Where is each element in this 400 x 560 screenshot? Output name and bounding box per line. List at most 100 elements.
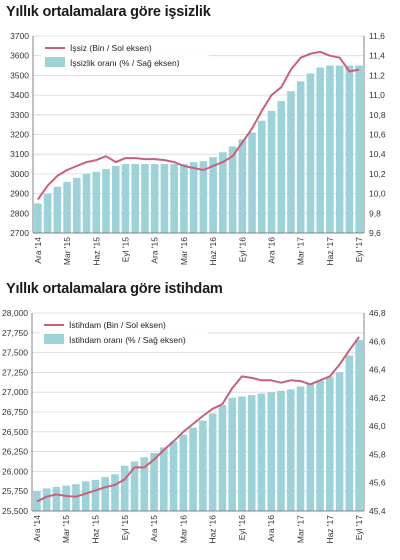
left-axis-tick-label: 3300: [10, 110, 29, 120]
right-axis-tick-label: 9,8: [369, 208, 381, 218]
bar: [277, 101, 286, 233]
bar: [219, 152, 227, 233]
bar: [296, 386, 305, 511]
left-axis-tick-label: 3500: [10, 70, 29, 80]
bar: [316, 380, 324, 511]
x-tick-label: Eyl '16: [237, 237, 247, 263]
bar: [355, 65, 363, 233]
bar: [34, 203, 42, 233]
left-axis-tick-label: 26,750: [2, 407, 28, 417]
bar: [160, 447, 168, 511]
left-axis-tick-label: 28,000: [2, 308, 28, 318]
left-axis-tick-label: 2700: [10, 228, 29, 238]
x-tick-label: Haz '16: [208, 515, 218, 544]
bar: [306, 383, 315, 511]
x-tick-label: Mar '16: [178, 515, 188, 543]
bar: [73, 177, 81, 233]
left-axis-tick-label: 26,000: [2, 466, 28, 476]
bar: [169, 441, 178, 511]
line-series: [37, 50, 360, 201]
bar: [63, 181, 71, 233]
x-tick-label: Ara '16: [267, 237, 277, 264]
left-axis-tick-label: 3100: [10, 149, 29, 159]
right-axis-tick-label: 45,6: [369, 478, 386, 488]
bar: [306, 73, 315, 234]
right-axis-tick-label: 10,4: [369, 149, 386, 159]
right-axis-tick-label: 10,2: [369, 169, 386, 179]
x-tick-label: Haz '17: [325, 515, 335, 544]
x-tick-label: Mar '16: [179, 237, 189, 265]
left-axis-tick-label: 2800: [10, 208, 29, 218]
bar: [267, 392, 276, 511]
left-axis-tick-label: 26,500: [2, 427, 28, 437]
bar: [102, 168, 110, 233]
right-axis-tick-label: 46,6: [369, 336, 386, 346]
bar: [296, 81, 305, 233]
left-axis-tick-label: 2900: [10, 189, 29, 199]
right-axis-tick-label: 45,4: [369, 506, 386, 516]
bar: [131, 164, 140, 233]
bar: [52, 486, 61, 511]
bar: [228, 146, 237, 233]
bar: [247, 395, 256, 511]
bar: [335, 65, 344, 233]
bar: [238, 396, 246, 511]
left-axis-tick-label: 3600: [10, 51, 29, 61]
left-axis-tick-label: 25,500: [2, 506, 28, 516]
bar: [199, 420, 207, 511]
left-axis-tick-label: 26,250: [2, 447, 28, 457]
bar: [120, 465, 129, 511]
x-tick-label: Ara '14: [32, 515, 42, 542]
bar: [208, 413, 217, 511]
bar: [150, 164, 159, 233]
bar: [345, 65, 354, 233]
legend-bar-swatch: [44, 334, 64, 344]
right-axis-tick-label: 46,4: [369, 365, 386, 375]
bar: [248, 132, 256, 233]
bar: [189, 162, 198, 233]
x-tick-label: Ara '15: [150, 237, 160, 264]
x-tick-label: Haz '15: [91, 237, 101, 266]
bar: [170, 164, 178, 233]
x-tick-label: Haz '15: [90, 515, 100, 544]
bar: [326, 376, 334, 511]
unemployment-chart: 2700 2800 2900 3000 3100 3200 3300 3400 3500 3600…: [10, 31, 386, 266]
bar: [82, 173, 91, 233]
bar: [228, 397, 236, 511]
bar: [345, 355, 354, 511]
legend-box: [41, 39, 209, 73]
bar: [267, 110, 276, 233]
right-axis-tick-label: 10,8: [369, 110, 386, 120]
right-axis-tick-label: 11,4: [369, 51, 385, 61]
legend-line-label: İşsiz (Bin / Sol eksen): [70, 43, 152, 53]
x-tick-label: Eyl '16: [237, 515, 247, 541]
bar: [257, 393, 266, 511]
bar: [160, 164, 169, 233]
right-axis-tick-label: 46,8: [369, 308, 386, 318]
right-axis-tick-label: 46,0: [369, 421, 386, 431]
left-axis-tick-label: 27,250: [2, 367, 28, 377]
x-tick-label: Mar '17: [296, 515, 306, 543]
right-axis-tick-label: 10,6: [369, 130, 386, 140]
bar: [218, 404, 227, 511]
bar: [53, 186, 62, 233]
bar: [130, 461, 139, 511]
left-axis-tick-label: 27,000: [2, 387, 28, 397]
left-axis-tick-label: 3000: [10, 169, 29, 179]
x-tick-label: Mar '17: [296, 237, 306, 265]
right-axis-tick-label: 11,2: [369, 70, 385, 80]
chart-title-unemployment: Yıllık ortalamalara göre işsizlik: [6, 4, 211, 20]
left-axis-tick-label: 3400: [10, 90, 29, 100]
bar: [326, 65, 334, 233]
right-axis-tick-label: 9,6: [369, 228, 381, 238]
x-tick-label: Eyl '17: [354, 237, 364, 263]
right-axis-tick-label: 46,2: [369, 393, 386, 403]
x-tick-label: Haz '17: [325, 237, 335, 266]
bar: [81, 481, 90, 511]
bar: [355, 339, 363, 511]
bar: [101, 477, 110, 511]
legend-bar-label: İşsizlik oranı (% / Sağ eksen): [70, 58, 180, 68]
x-tick-label: Mar '15: [61, 515, 71, 543]
bar: [199, 161, 208, 233]
x-tick-label: Haz '16: [208, 237, 218, 266]
